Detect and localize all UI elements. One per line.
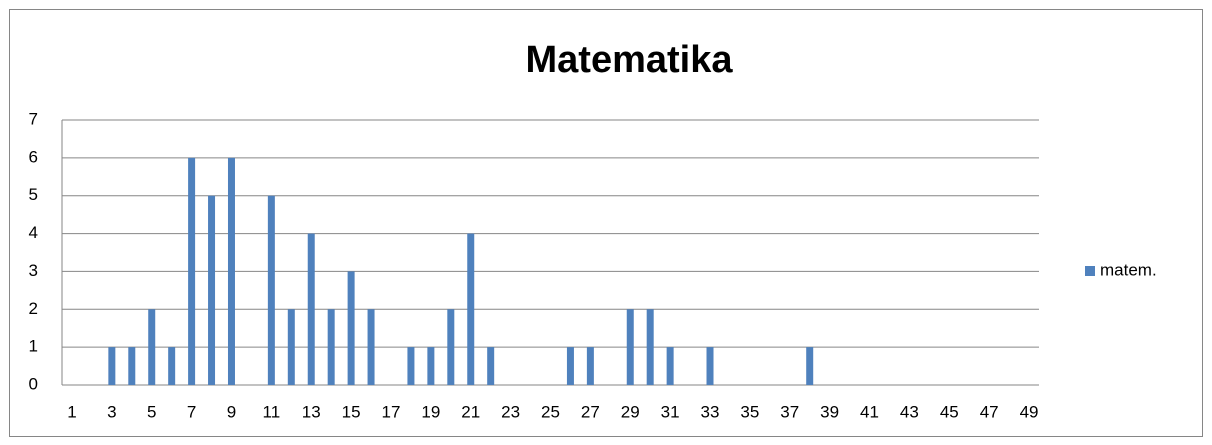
y-tick-label: 2: [29, 299, 38, 318]
bar: [168, 347, 176, 385]
bar: [128, 347, 136, 385]
x-tick-label: 17: [382, 402, 401, 421]
bar: [467, 233, 475, 385]
x-tick-label: 15: [342, 402, 361, 421]
y-tick-label: 3: [29, 261, 38, 280]
bar: [267, 195, 275, 385]
x-tick-label: 23: [501, 402, 520, 421]
x-tick-label: 31: [661, 402, 680, 421]
bar: [566, 347, 574, 385]
bar: [586, 347, 594, 385]
x-tick-label: 33: [701, 402, 720, 421]
x-tick-label: 3: [107, 402, 116, 421]
x-tick-label: 43: [900, 402, 919, 421]
x-tick-label: 49: [1020, 402, 1039, 421]
x-tick-label: 11: [263, 402, 281, 421]
x-tick-label: 25: [541, 402, 560, 421]
bar: [227, 157, 235, 385]
bar: [646, 309, 654, 385]
y-tick-label: 4: [29, 223, 38, 242]
bar: [666, 347, 674, 385]
bar: [427, 347, 435, 385]
x-tick-label: 35: [740, 402, 759, 421]
bar: [108, 347, 116, 385]
legend-swatch: [1085, 266, 1095, 276]
bar: [407, 347, 415, 385]
y-tick-label: 1: [29, 337, 38, 356]
x-tick-label: 41: [860, 402, 879, 421]
y-tick-label: 6: [29, 147, 38, 166]
y-tick-label: 0: [29, 374, 38, 393]
y-tick-label: 5: [29, 185, 38, 204]
bar: [148, 309, 156, 385]
x-tick-label: 37: [780, 402, 799, 421]
bar: [447, 309, 455, 385]
bar: [626, 309, 634, 385]
x-tick-label: 47: [980, 402, 999, 421]
x-tick-label: 1: [67, 402, 76, 421]
bar: [806, 347, 814, 385]
x-tick-label: 7: [187, 402, 196, 421]
x-tick-label: 13: [302, 402, 321, 421]
x-tick-label: 9: [227, 402, 236, 421]
x-tick-label: 27: [581, 402, 600, 421]
bar: [188, 157, 196, 385]
bar: [367, 309, 375, 385]
x-tick-label: 45: [940, 402, 959, 421]
bar: [307, 233, 315, 385]
bar: [347, 271, 355, 385]
bar: [706, 347, 714, 385]
x-tick-label: 19: [421, 402, 440, 421]
bar: [327, 309, 335, 385]
y-tick-label: 7: [29, 109, 38, 128]
x-tick-label: 5: [147, 402, 156, 421]
legend-label: matem.: [1100, 260, 1157, 279]
x-tick-label: 21: [461, 402, 480, 421]
bar: [208, 195, 216, 385]
x-tick-label: 39: [820, 402, 839, 421]
x-tick-label: 29: [621, 402, 640, 421]
chart-title: Matematika: [526, 39, 734, 81]
bar: [487, 347, 495, 385]
bar: [287, 309, 295, 385]
